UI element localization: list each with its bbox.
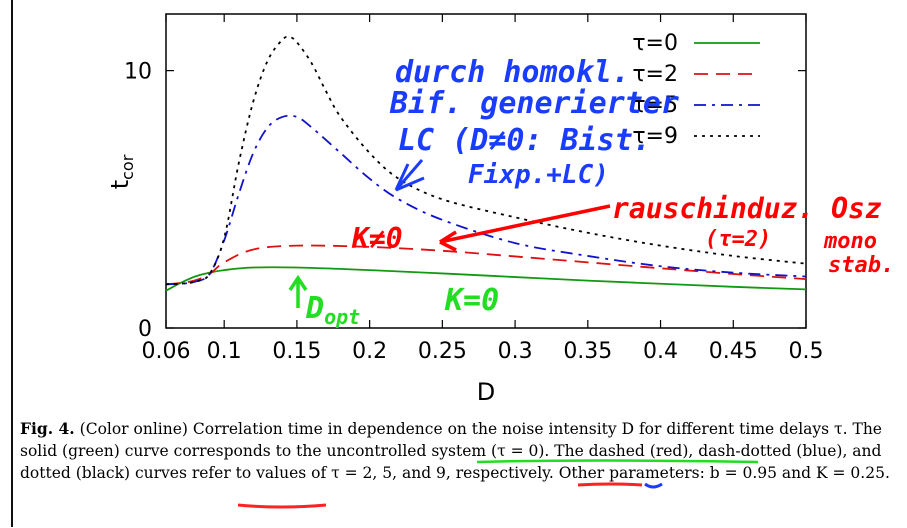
x-tick-label: 0.4 bbox=[643, 339, 678, 364]
annotation-blue-line4: Fixp.+LC) bbox=[468, 160, 609, 190]
annotation-k-zero: K=0 bbox=[444, 283, 499, 318]
series-line-tau-0 bbox=[165, 266, 807, 292]
x-tick-label: 0.5 bbox=[789, 339, 824, 364]
blue-underline-5 bbox=[644, 482, 663, 489]
red-arrow-icon bbox=[439, 204, 611, 252]
x-tick-label: 0.06 bbox=[142, 339, 191, 364]
x-tick-label: 0.45 bbox=[709, 339, 758, 364]
annotation-red-line1: rauschinduz. Osz bbox=[612, 192, 882, 225]
x-tick-label: 0.2 bbox=[352, 339, 387, 364]
caption-fig-label: Fig. 4. bbox=[20, 419, 75, 438]
plot-frame bbox=[165, 13, 807, 329]
y-tick-label: 0 bbox=[138, 317, 152, 342]
x-tick-label: 0.25 bbox=[418, 339, 467, 364]
page-left-border bbox=[11, 0, 13, 527]
legend: τ=0 τ=2 τ=5 τ=9 bbox=[632, 31, 760, 149]
handwritten-annotations: durch homokl. Bif. generierter LC (D≠0: … bbox=[288, 55, 894, 329]
annotation-blue-line3: LC (D≠0: Bist. bbox=[398, 123, 651, 158]
x-tick-label: 0.1 bbox=[207, 339, 242, 364]
legend-entry-label: τ=9 bbox=[632, 124, 678, 149]
annotation-k-nonzero: K≠0 bbox=[351, 222, 403, 255]
y-tick-label: 10 bbox=[124, 60, 152, 85]
series-line-tau-3 bbox=[165, 35, 807, 286]
y-axis-label: tcor bbox=[106, 154, 137, 189]
legend-entry-label: τ=0 bbox=[632, 31, 678, 56]
red-underline-tau bbox=[577, 482, 643, 487]
green-arrow-icon bbox=[288, 274, 308, 308]
x-tick-label: 0.3 bbox=[498, 339, 533, 364]
annotation-dopt: Dopt bbox=[305, 291, 360, 329]
annotation-blue-line2: Bif. generierter bbox=[389, 86, 679, 121]
annotation-red-line2: (τ=2) bbox=[705, 227, 771, 252]
green-underline bbox=[476, 459, 759, 464]
annotation-red-line4: stab. bbox=[828, 253, 894, 278]
legend-entry-label: τ=2 bbox=[632, 62, 678, 87]
caption-text: (Color online) Correlation time in depen… bbox=[20, 420, 890, 482]
x-axis-label: D bbox=[477, 378, 495, 406]
series-line-tau-2 bbox=[165, 114, 807, 286]
correlation-time-chart: 0.06 0.1 0.15 0.2 0.25 0.3 0.35 0.4 0.45 0.5 0 10 D… bbox=[106, 13, 894, 406]
figure-caption: Fig. 4. (Color online) Correlation time … bbox=[20, 418, 895, 509]
series-line-tau-1 bbox=[165, 244, 807, 286]
red-underline-k bbox=[237, 503, 327, 509]
x-tick-label: 0.15 bbox=[272, 339, 321, 364]
legend-entry-label: τ=5 bbox=[632, 93, 678, 118]
x-tick-label: 0.35 bbox=[563, 339, 612, 364]
blue-arrow-icon bbox=[394, 159, 425, 192]
annotation-blue-line1: durch homokl. bbox=[395, 55, 630, 90]
annotation-red-line3: mono bbox=[823, 229, 877, 254]
